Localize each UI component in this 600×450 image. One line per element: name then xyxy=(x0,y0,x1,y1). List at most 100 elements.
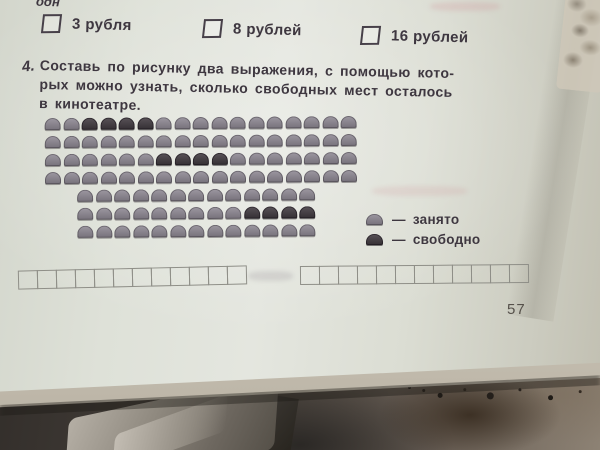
occupied-seat-icon xyxy=(248,134,265,147)
free-seat-icon xyxy=(243,206,260,219)
occupied-seat-icon xyxy=(285,170,302,183)
cutoff-word: одн xyxy=(35,0,61,10)
answer-cell xyxy=(169,266,191,287)
answer-cell xyxy=(489,264,511,284)
option-label: 8 рублей xyxy=(232,20,303,40)
free-seat-icon xyxy=(174,153,191,166)
occupied-seat-icon xyxy=(155,135,172,148)
seat-row xyxy=(44,169,358,185)
occupied-seat-icon xyxy=(169,225,186,238)
answer-cell xyxy=(394,264,416,285)
occupied-seat-icon xyxy=(322,152,339,165)
occupied-seat-icon xyxy=(225,224,242,237)
ink-bleed-smudge xyxy=(372,186,467,196)
seat-row xyxy=(77,224,357,238)
answer-cell xyxy=(375,265,397,285)
occupied-seat-icon xyxy=(248,116,265,129)
legend: — занято — свободно xyxy=(366,212,480,247)
legend-item-free: — свободно xyxy=(366,232,480,247)
occupied-seat-icon xyxy=(280,224,297,237)
answer-cell xyxy=(432,264,454,284)
checkbox-icon xyxy=(201,18,224,39)
answer-cell xyxy=(207,265,229,286)
answer-cell xyxy=(356,265,378,285)
occupied-seat-icon xyxy=(188,188,205,202)
answer-cell xyxy=(337,265,359,285)
occupied-seat-icon xyxy=(229,116,246,129)
occupied-seat-icon xyxy=(229,170,247,183)
occupied-seat-icon xyxy=(229,152,246,165)
occupied-seat-icon xyxy=(118,153,135,166)
occupied-seat-icon xyxy=(285,134,302,147)
occupied-seat-icon xyxy=(266,152,283,165)
checkbox-icon xyxy=(40,14,63,34)
occupied-seat-icon xyxy=(77,207,94,220)
occupied-seat-icon xyxy=(44,171,62,185)
occupied-seat-icon xyxy=(280,188,297,201)
free-seat-icon xyxy=(118,117,135,130)
occupied-seat-icon xyxy=(118,171,136,184)
legend-dash: — xyxy=(392,212,406,227)
free-seat-icon xyxy=(366,234,383,245)
legend-item-occupied: — занято xyxy=(366,212,480,227)
occupied-seat-icon xyxy=(174,171,191,184)
occupied-seat-icon xyxy=(211,134,228,147)
answer-option-16-rubles: 16 рублей xyxy=(359,25,469,48)
occupied-seat-icon xyxy=(303,170,321,183)
cinema-seating-diagram xyxy=(44,115,358,244)
occupied-seat-icon xyxy=(81,171,99,184)
answer-boxes-strip-right xyxy=(299,264,530,285)
occupied-seat-icon xyxy=(248,152,265,165)
occupied-seat-icon xyxy=(266,170,284,183)
occupied-seat-icon xyxy=(151,207,168,220)
occupied-seat-icon xyxy=(299,188,316,201)
occupied-seat-icon xyxy=(77,189,94,202)
occupied-seat-icon xyxy=(243,224,260,237)
answer-cell xyxy=(36,269,58,290)
answer-cell xyxy=(93,268,115,288)
occupied-seat-icon xyxy=(340,169,358,183)
occupied-seat-icon xyxy=(188,224,205,238)
occupied-seat-icon xyxy=(174,135,191,148)
free-seat-icon xyxy=(299,206,316,219)
occupied-seat-icon xyxy=(44,153,61,167)
occupied-seat-icon xyxy=(114,207,131,220)
answer-option-8-rubles: 8 рублей xyxy=(201,18,303,40)
free-seat-icon xyxy=(81,117,98,130)
free-seat-icon xyxy=(211,152,228,165)
free-seat-icon xyxy=(280,206,297,219)
occupied-seat-icon xyxy=(266,134,283,147)
occupied-seat-icon xyxy=(95,207,112,220)
answer-cell xyxy=(112,267,134,288)
checkbox-icon xyxy=(359,25,382,45)
legend-label: свободно xyxy=(412,232,481,247)
occupied-seat-icon xyxy=(285,152,302,165)
task-text: Составь по рисунку два выражения, с помо… xyxy=(39,56,522,122)
occupied-seat-icon xyxy=(81,135,98,148)
occupied-seat-icon xyxy=(151,225,168,238)
occupied-seat-icon xyxy=(155,171,173,184)
occupied-seat-icon xyxy=(229,134,246,147)
task-number: 4. xyxy=(21,57,36,76)
occupied-seat-icon xyxy=(211,116,228,129)
occupied-seat-icon xyxy=(137,135,154,148)
occupied-seat-icon xyxy=(100,171,117,184)
occupied-seat-icon xyxy=(151,189,168,202)
occupied-seat-icon xyxy=(132,189,149,202)
answer-cell xyxy=(413,264,435,285)
occupied-seat-icon xyxy=(340,115,357,129)
answer-cell xyxy=(470,264,492,284)
occupied-seat-icon xyxy=(248,170,265,183)
occupied-seat-icon xyxy=(211,170,228,183)
option-label: 16 рублей xyxy=(390,27,469,47)
occupied-seat-icon xyxy=(132,225,149,238)
occupied-seat-icon xyxy=(206,224,223,237)
occupied-seat-icon xyxy=(303,134,320,147)
occupied-seat-icon xyxy=(44,135,61,149)
answer-cell xyxy=(131,267,153,288)
occupied-seat-icon xyxy=(192,116,209,130)
free-seat-icon xyxy=(100,117,117,130)
occupied-seat-icon xyxy=(303,152,320,165)
occupied-seat-icon xyxy=(303,116,320,129)
